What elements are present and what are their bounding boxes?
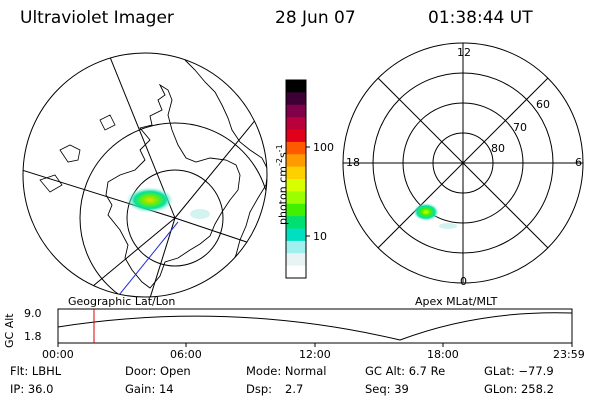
colorbar-cell bbox=[286, 154, 306, 168]
aurora-emission bbox=[413, 203, 439, 221]
colorbar-cell bbox=[286, 166, 306, 180]
gc-alt-axis-label: GC Alt bbox=[3, 313, 16, 348]
mlt-line-diag bbox=[377, 77, 549, 249]
gain-info: Gain: 14 bbox=[125, 382, 174, 396]
colorbar-label-sup: -1 bbox=[275, 144, 284, 153]
y-tick-9: 9.0 bbox=[24, 307, 42, 320]
colorbar bbox=[285, 79, 310, 279]
colorbar-tick-10: 10 bbox=[313, 230, 327, 243]
meridian-line bbox=[139, 217, 176, 297]
colorbar-cell bbox=[286, 179, 306, 192]
colorbar-cell bbox=[286, 253, 306, 267]
colorbar-cell bbox=[286, 191, 306, 205]
x-tick-1800: 18:00 bbox=[427, 348, 459, 361]
filter-info: Flt: LBHL bbox=[10, 364, 62, 378]
glon-info: GLon: 258.2 bbox=[484, 382, 554, 396]
colorbar-cell bbox=[286, 92, 306, 106]
glat-info: GLat: −77.9 bbox=[484, 364, 554, 378]
colorbar-frame bbox=[285, 79, 307, 279]
map-border bbox=[22, 52, 268, 298]
dsp-value: 2.7 bbox=[285, 382, 304, 396]
colorbar-cell bbox=[286, 265, 306, 279]
time-label: 01:38:44 UT bbox=[428, 8, 533, 28]
gc-alt-plot bbox=[57, 308, 573, 347]
aurora-emission-faint bbox=[190, 209, 210, 219]
date-label: 28 Jun 07 bbox=[275, 8, 356, 28]
geographic-map bbox=[22, 52, 268, 298]
x-tick-0000: 00:00 bbox=[42, 348, 74, 361]
colorbar-axis-label: photon cm-2s-1 bbox=[275, 144, 290, 225]
door-info: Door: Open bbox=[125, 364, 191, 378]
mlt-label-12: 12 bbox=[457, 46, 471, 59]
x-tick-2359: 23:59 bbox=[553, 348, 585, 361]
colorbar-cell bbox=[286, 240, 306, 254]
aurora-emission bbox=[126, 187, 174, 213]
colorbar-cell bbox=[286, 141, 306, 155]
x-tick-1200: 12:00 bbox=[299, 348, 331, 361]
coastline bbox=[184, 59, 267, 279]
mlt-label-18: 18 bbox=[346, 156, 360, 169]
colorbar-label-text: photon cm bbox=[276, 166, 290, 225]
altitude-curve bbox=[57, 312, 573, 341]
meridian-line bbox=[174, 217, 267, 271]
meridian-line bbox=[39, 217, 176, 297]
mlt-label-0: 0 bbox=[460, 275, 467, 288]
coastline bbox=[39, 114, 116, 193]
colorbar-label-unit: s bbox=[276, 152, 290, 159]
gc-alt-info: GC Alt: 6.7 Re bbox=[365, 364, 446, 378]
colorbar-cell bbox=[286, 129, 306, 143]
colorbar-cell bbox=[286, 104, 306, 118]
meridian-line bbox=[94, 53, 176, 219]
satellite-track bbox=[114, 221, 179, 297]
colorbar-cell bbox=[286, 203, 306, 217]
plot-frame bbox=[57, 308, 573, 344]
colorbar-cell bbox=[286, 216, 306, 230]
colorbar-tick-100: 100 bbox=[313, 141, 334, 154]
mode-info: Mode: Normal bbox=[246, 364, 327, 378]
mlat-label-80: 80 bbox=[491, 142, 505, 155]
y-tick-1-8: 1.8 bbox=[24, 330, 42, 343]
magnetic-map-label: Apex MLat/MLT bbox=[415, 295, 498, 308]
geographic-map-label: Geographic Lat/Lon bbox=[68, 295, 176, 308]
colorbar-cell bbox=[286, 80, 306, 93]
colorbar-cell bbox=[286, 228, 306, 242]
aurora-emission-faint bbox=[439, 223, 457, 229]
mlt-label-6: 6 bbox=[575, 156, 582, 169]
mlat-label-70: 70 bbox=[513, 121, 527, 134]
x-tick-0600: 06:00 bbox=[170, 348, 202, 361]
instrument-title: Ultraviolet Imager bbox=[20, 8, 174, 28]
lat-circle-outer bbox=[79, 122, 267, 297]
colorbar-cell bbox=[286, 117, 306, 131]
coastline bbox=[105, 83, 241, 289]
ip-info: IP: 36.0 bbox=[10, 382, 54, 396]
magnetic-map bbox=[342, 42, 584, 284]
lat-circle-inner bbox=[126, 169, 224, 267]
colorbar-label-sup: -2 bbox=[275, 158, 284, 167]
seq-info: Seq: 39 bbox=[365, 382, 409, 396]
mlat-label-60: 60 bbox=[536, 98, 550, 111]
dsp-label: Dsp: bbox=[246, 382, 273, 396]
